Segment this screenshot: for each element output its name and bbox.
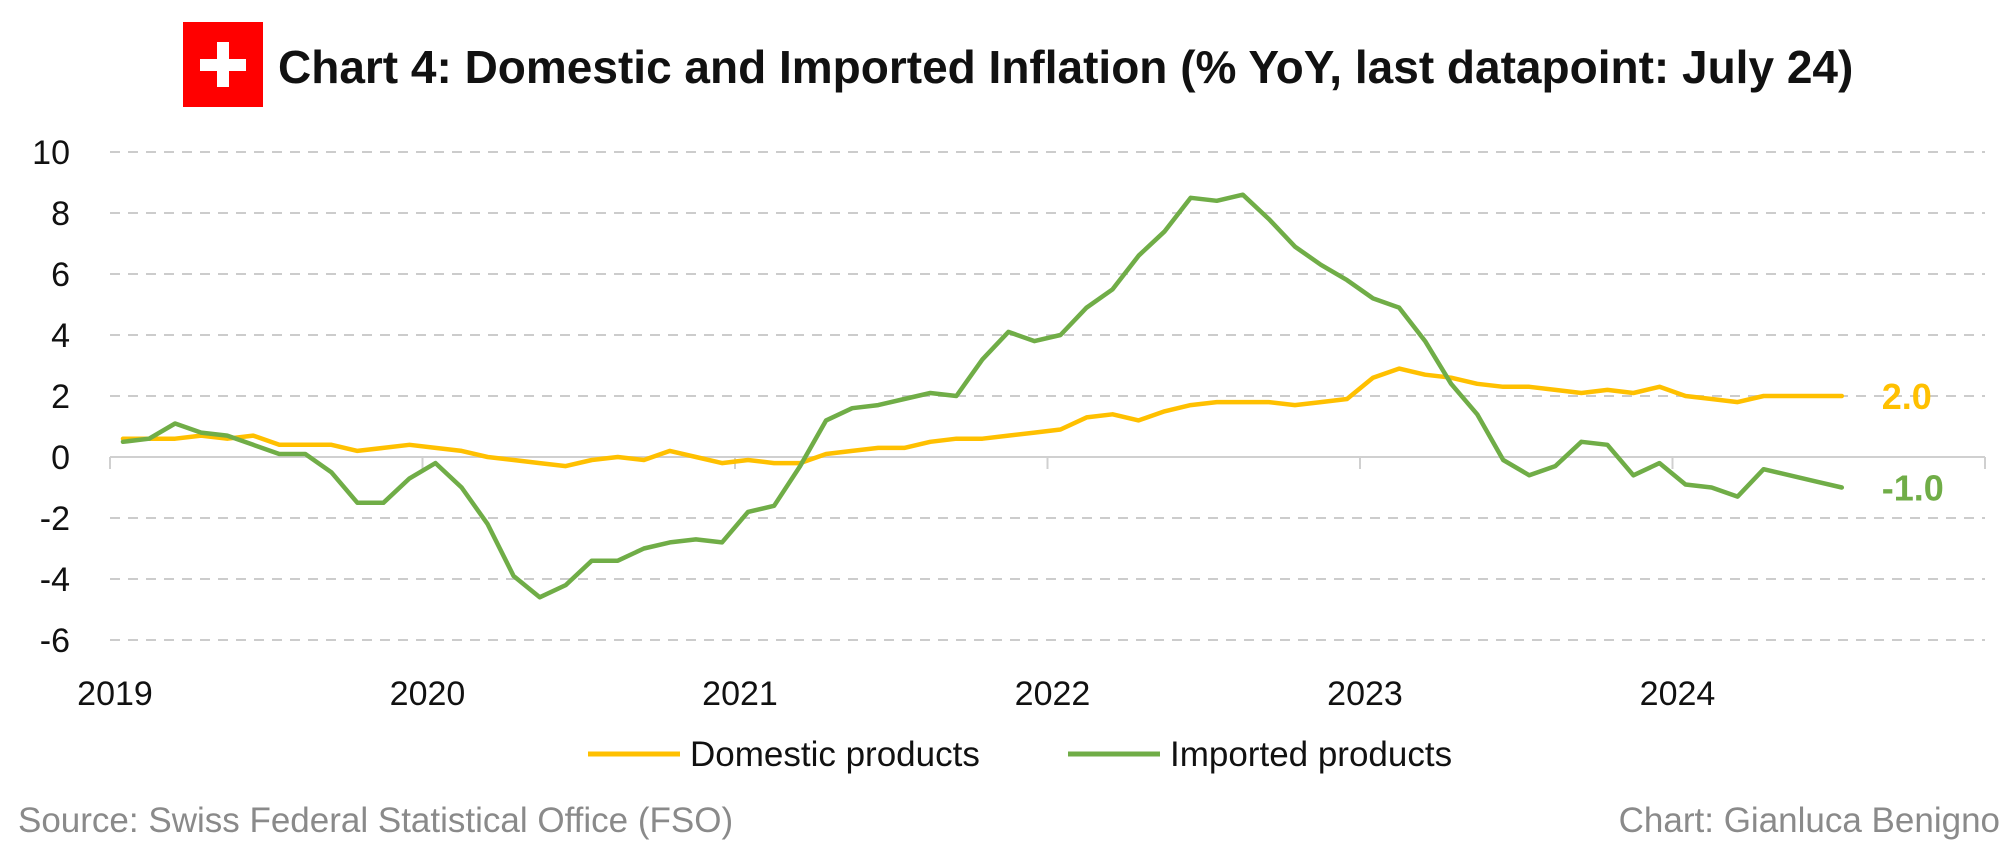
chart-header: Chart 4: Domestic and Imported Inflation… <box>183 22 1853 107</box>
y-tick-label: 2 <box>51 378 70 416</box>
y-tick-label: 8 <box>51 195 70 233</box>
end-label-domestic: 2.0 <box>1882 376 1932 417</box>
plot-area <box>120 192 1845 600</box>
series-line-imported <box>120 192 1845 600</box>
y-tick-label: 10 <box>32 134 70 172</box>
series-line-domestic <box>120 366 1845 469</box>
x-tick-label: 2024 <box>1640 675 1716 713</box>
y-tick-label: 6 <box>51 256 70 294</box>
y-tick-label: -4 <box>40 561 70 599</box>
x-tick-label: 2023 <box>1327 675 1403 713</box>
y-tick-label: -2 <box>40 500 70 538</box>
x-tick-label: 2022 <box>1015 675 1091 713</box>
x-axis: 2019 2020 2021 2022 2023 2024 <box>77 456 1986 713</box>
end-label-imported: -1.0 <box>1882 468 1944 509</box>
source-note: Source: Swiss Federal Statistical Office… <box>18 801 733 840</box>
x-tick-label: 2020 <box>390 675 466 713</box>
x-tick-label: 2019 <box>77 675 153 713</box>
gridlines <box>110 151 1985 641</box>
legend-label-imported: Imported products <box>1170 735 1452 774</box>
y-tick-label: -6 <box>40 622 70 660</box>
x-tick-label: 2021 <box>702 675 778 713</box>
end-labels: 2.0 -1.0 <box>1882 376 1944 509</box>
y-tick-label: 4 <box>51 317 70 355</box>
legend: Domestic products Imported products <box>588 735 1452 774</box>
y-axis: 10 8 6 4 2 0 -2 -4 -6 <box>32 134 70 660</box>
y-tick-label: 0 <box>51 439 70 477</box>
swiss-flag-icon <box>183 22 263 107</box>
legend-label-domestic: Domestic products <box>690 735 980 774</box>
chart-title: Chart 4: Domestic and Imported Inflation… <box>278 41 1853 93</box>
chart-credit: Chart: Gianluca Benigno <box>1619 801 2000 840</box>
